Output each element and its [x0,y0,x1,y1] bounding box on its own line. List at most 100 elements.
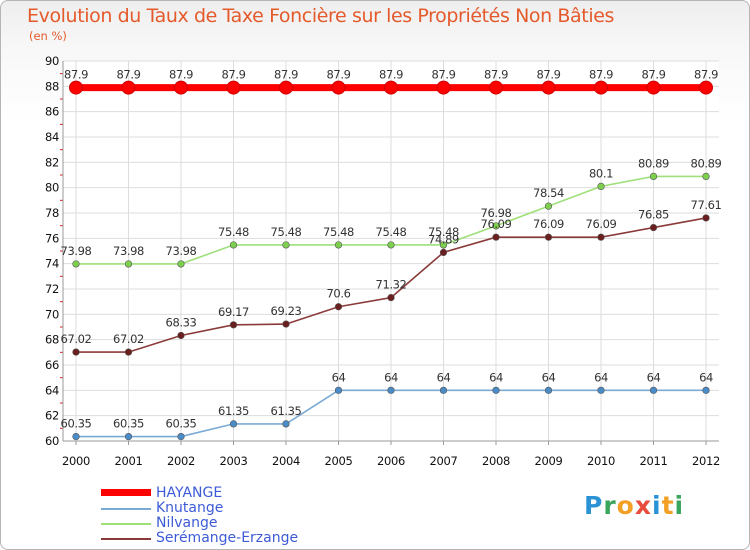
legend-label: Serémange-Erzange [156,530,299,546]
data-label-nilvange: 75.48 [428,225,459,239]
data-label-knutange: 60.35 [61,417,92,431]
point-knutange [229,420,238,428]
legend-label: Knutange [156,500,224,516]
data-label-ser-mange-erzange: 76.09 [533,217,564,231]
y-tick-label: 84 [45,130,59,144]
data-label-knutange: 60.35 [166,417,197,431]
y-tick-label: 78 [45,206,59,220]
point-nilvange [334,241,343,249]
data-label-hayange: 87.9 [431,68,455,82]
point-ser-mange-erzange [72,348,80,356]
logo-letter: r [603,491,617,520]
point-nilvange [492,222,500,230]
logo-letter: i [674,491,685,520]
point-nilvange [597,182,605,190]
data-label-nilvange: 80.89 [638,156,669,170]
point-hayange [279,80,293,95]
legend-item: Nilvange [101,515,361,531]
y-tick-label: 80 [45,181,59,195]
legend-swatch [101,508,151,510]
data-label-nilvange: 80.89 [691,156,722,170]
legend-swatch [101,523,151,525]
data-label-ser-mange-erzange: 76.09 [481,217,512,231]
x-tick-label: 2007 [429,454,457,468]
data-label-hayange: 87.9 [274,68,298,82]
y-tick-label: 64 [45,383,59,397]
data-label-ser-mange-erzange: 71.32 [376,278,407,292]
data-label-knutange: 64 [594,370,608,384]
logo-letter: i [652,491,662,520]
y-tick-label: 66 [45,358,59,372]
x-tick-label: 2010 [587,454,615,468]
point-knutange [439,386,448,394]
data-label-knutange: 64 [542,370,556,384]
point-nilvange [387,241,395,249]
point-ser-mange-erzange [492,233,500,241]
point-knutange [72,432,80,441]
x-tick-label: 2004 [272,454,300,468]
point-knutange [649,386,658,394]
data-label-nilvange: 75.48 [323,225,354,239]
point-hayange [594,80,608,95]
legend-item: HAYANGE [101,485,361,501]
x-tick-label: 2001 [114,454,142,468]
logo-letter: x [634,491,652,520]
point-ser-mange-erzange [177,331,185,340]
legend-swatch [101,489,151,496]
data-label-nilvange: 80.1 [589,166,613,180]
point-ser-mange-erzange [282,320,290,328]
point-nilvange [177,260,185,268]
point-nilvange [439,241,448,249]
point-knutange [124,432,133,441]
point-knutange [544,386,553,394]
data-label-knutange: 64 [332,370,346,384]
data-label-nilvange: 73.98 [166,244,197,258]
y-tick-label: 68 [45,333,59,347]
x-tick-label: 2003 [219,454,247,468]
data-label-hayange: 87.9 [221,68,245,82]
data-label-nilvange: 76.98 [481,206,512,220]
data-label-hayange: 87.9 [536,68,560,82]
data-label-hayange: 87.9 [589,68,613,82]
point-ser-mange-erzange [124,348,133,356]
legend-item: Knutange [101,500,361,516]
data-label-nilvange: 73.98 [113,244,144,258]
point-hayange [226,80,241,95]
data-label-nilvange: 75.48 [376,225,407,239]
data-label-hayange: 87.9 [64,68,88,82]
data-label-ser-mange-erzange: 69.23 [271,304,302,318]
point-knutange [334,386,343,394]
point-ser-mange-erzange [334,303,343,311]
x-tick-label: 2012 [692,454,720,468]
data-label-hayange: 87.9 [116,68,140,82]
point-nilvange [229,241,238,249]
point-knutange [282,420,290,428]
legend-label: Nilvange [156,515,218,531]
data-label-ser-mange-erzange: 67.02 [61,332,92,346]
data-label-hayange: 87.9 [379,68,403,82]
y-tick-label: 82 [45,155,59,169]
data-label-hayange: 87.9 [484,68,508,82]
data-label-ser-mange-erzange: 76.09 [586,217,617,231]
x-tick-label: 2009 [534,454,562,468]
legend-item: Serémange-Erzange [101,530,361,546]
y-tick-label: 90 [45,54,59,68]
y-tick-label: 70 [45,307,59,321]
data-label-nilvange: 75.48 [218,225,249,239]
point-ser-mange-erzange [544,233,553,241]
point-hayange [436,80,451,95]
point-hayange [174,80,188,95]
point-nilvange [702,172,710,180]
data-label-hayange: 87.9 [326,68,350,82]
point-nilvange [72,260,80,268]
data-label-ser-mange-erzange: 68.33 [166,315,197,329]
point-hayange [699,80,713,95]
legend-swatch [101,538,151,540]
point-ser-mange-erzange [229,321,238,329]
data-label-ser-mange-erzange: 70.6 [326,287,350,301]
y-tick-label: 86 [45,105,59,119]
point-hayange [646,80,661,95]
point-knutange [597,386,605,394]
data-label-knutange: 64 [647,370,661,384]
